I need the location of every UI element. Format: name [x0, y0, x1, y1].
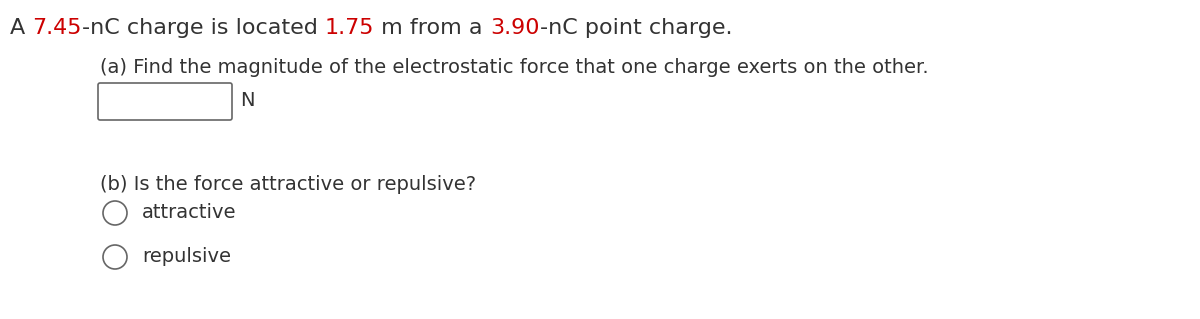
Ellipse shape	[103, 245, 127, 269]
Ellipse shape	[103, 201, 127, 225]
Text: 3.90: 3.90	[490, 18, 540, 38]
FancyBboxPatch shape	[98, 83, 232, 120]
Text: (a) Find the magnitude of the electrostatic force that one charge exerts on the : (a) Find the magnitude of the electrosta…	[100, 58, 929, 77]
Text: 7.45: 7.45	[32, 18, 82, 38]
Text: attractive: attractive	[142, 204, 236, 222]
Text: repulsive: repulsive	[142, 248, 230, 266]
Text: -nC charge is located: -nC charge is located	[82, 18, 325, 38]
Text: A: A	[10, 18, 32, 38]
Text: N: N	[240, 91, 254, 109]
Text: m from a: m from a	[374, 18, 490, 38]
Text: 1.75: 1.75	[325, 18, 374, 38]
Text: -nC point charge.: -nC point charge.	[540, 18, 732, 38]
Text: (b) Is the force attractive or repulsive?: (b) Is the force attractive or repulsive…	[100, 175, 476, 194]
